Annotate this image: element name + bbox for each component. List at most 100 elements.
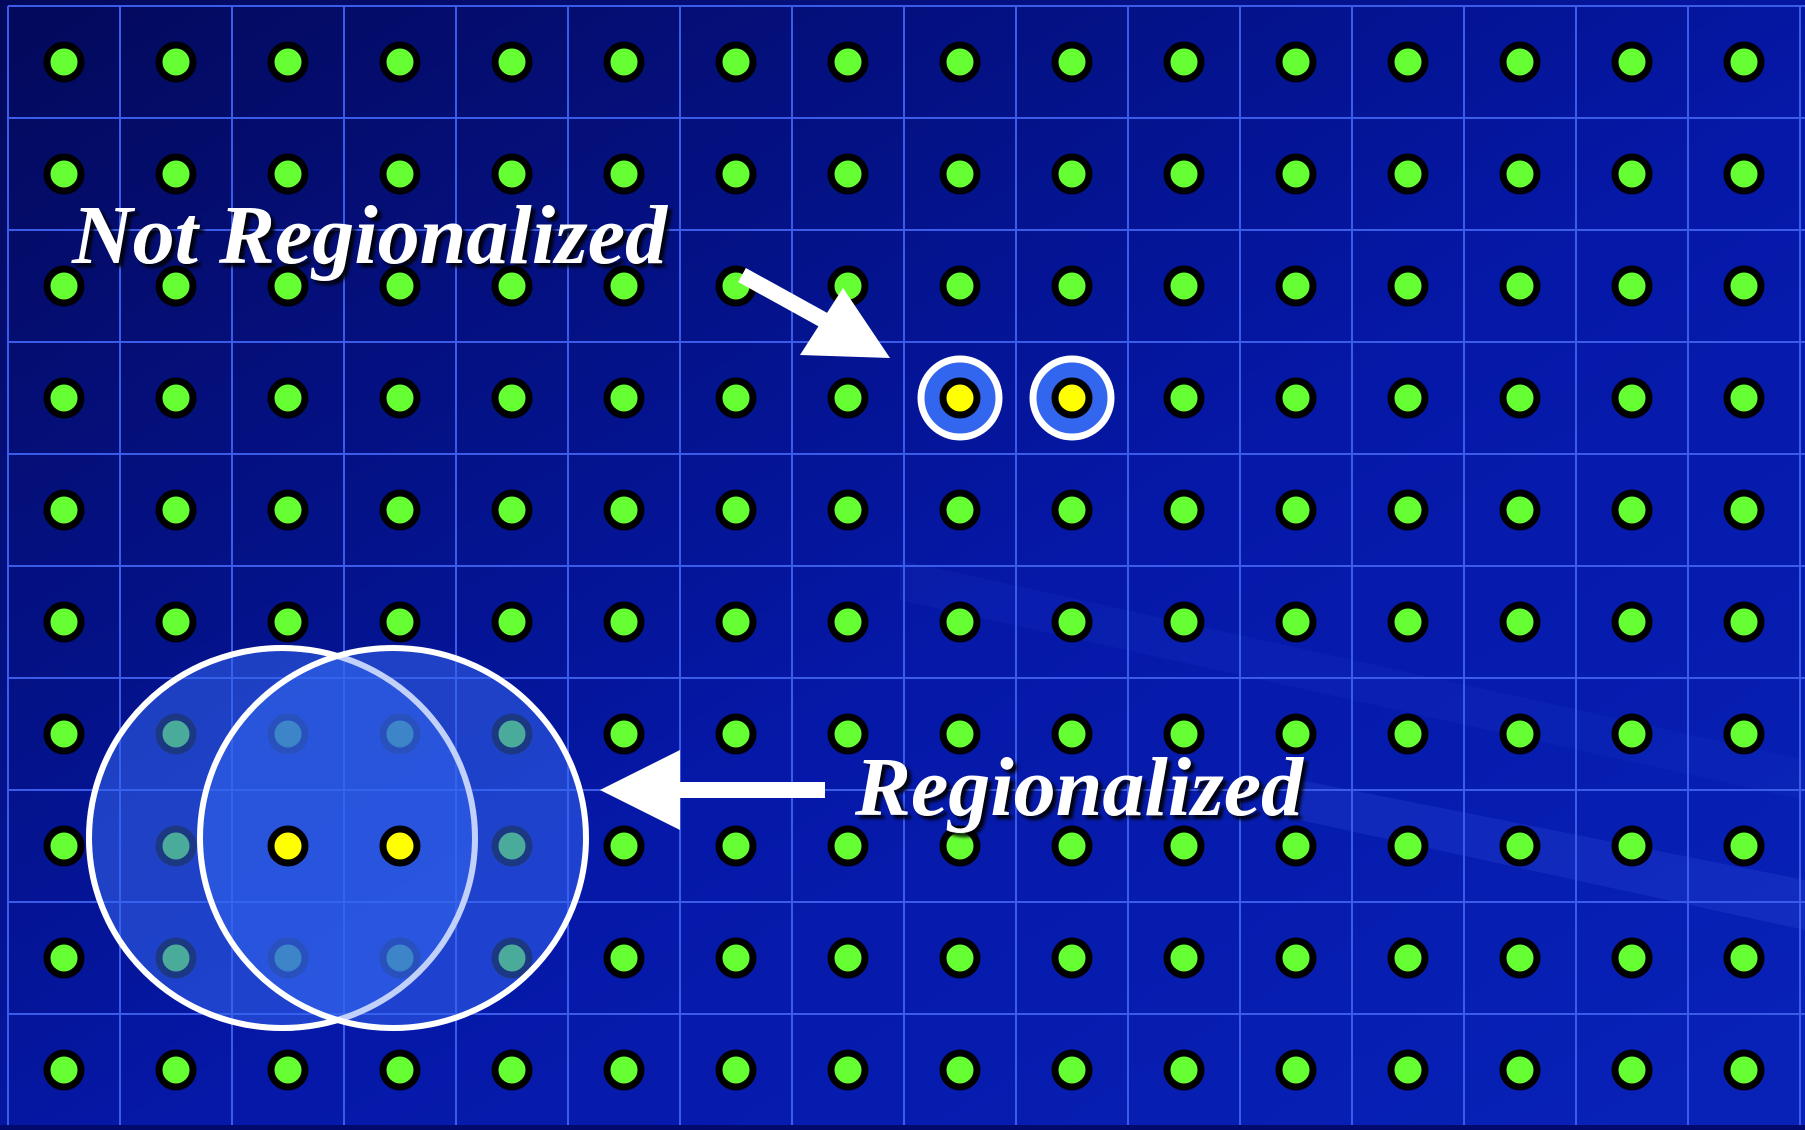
station-dot [43, 601, 85, 643]
station-dot [827, 825, 869, 867]
station-dot [1275, 1049, 1317, 1091]
station-dot [155, 265, 197, 307]
station-dot [155, 489, 197, 531]
station-dot [1051, 265, 1093, 307]
station-dot [1387, 825, 1429, 867]
station-dot [603, 825, 645, 867]
station-dot [1387, 601, 1429, 643]
station-dot [939, 153, 981, 195]
station-dot [603, 377, 645, 419]
station-dot [1387, 265, 1429, 307]
station-dot [1611, 377, 1653, 419]
station-dot [603, 41, 645, 83]
station-dot [155, 377, 197, 419]
station-dot [715, 41, 757, 83]
station-dot [827, 153, 869, 195]
station-dot [827, 1049, 869, 1091]
station-dot [827, 713, 869, 755]
station-dot [715, 489, 757, 531]
station-dot [1499, 825, 1541, 867]
station-dot [1275, 41, 1317, 83]
station-dot [1611, 713, 1653, 755]
station-dot [1611, 1049, 1653, 1091]
station-dot [1051, 825, 1093, 867]
station-dot [939, 1049, 981, 1091]
station-dot [1499, 41, 1541, 83]
station-dot [715, 377, 757, 419]
station-dot [603, 713, 645, 755]
station-dot [603, 601, 645, 643]
station-dot [603, 937, 645, 979]
station-dot [379, 1049, 421, 1091]
label-regionalized: Regionalized [854, 741, 1305, 834]
station-dot [1611, 489, 1653, 531]
station-dot [1499, 377, 1541, 419]
regionalized-group [86, 645, 589, 1031]
station-dot [43, 377, 85, 419]
station-dot [827, 937, 869, 979]
station-dot [1163, 825, 1205, 867]
station-dot [715, 1049, 757, 1091]
station-dot [939, 489, 981, 531]
background-streak [1300, 780, 1805, 930]
station-dot [267, 1049, 309, 1091]
station-dot [827, 601, 869, 643]
station-dot [1387, 41, 1429, 83]
station-dot [1051, 937, 1093, 979]
station-dot [379, 489, 421, 531]
label-not-regionalized: Not Regionalized [71, 189, 669, 282]
station-dot [1723, 937, 1765, 979]
station-dot [715, 937, 757, 979]
station-dot [1499, 713, 1541, 755]
station-dot [603, 489, 645, 531]
station-dot [491, 153, 533, 195]
station-dot [1275, 825, 1317, 867]
station-dot [1723, 377, 1765, 419]
station-dot [43, 265, 85, 307]
station-dot [155, 153, 197, 195]
station-dot [1723, 825, 1765, 867]
station-dot [491, 1049, 533, 1091]
station-dot [1275, 601, 1317, 643]
station-dot [379, 41, 421, 83]
station-dot [1163, 489, 1205, 531]
station-dot [1387, 713, 1429, 755]
station-dot [1611, 265, 1653, 307]
regionalized-highlight-dots [267, 825, 421, 867]
station-dot [267, 153, 309, 195]
station-dot [1723, 153, 1765, 195]
station-dot [1051, 713, 1093, 755]
station-dot [715, 825, 757, 867]
station-dot [43, 713, 85, 755]
station-dot [1275, 153, 1317, 195]
station-dot [1163, 937, 1205, 979]
station-dot [1387, 153, 1429, 195]
station-dot [267, 265, 309, 307]
station-dot [155, 601, 197, 643]
station-dot [603, 153, 645, 195]
station-dot [1275, 265, 1317, 307]
station-dot [379, 601, 421, 643]
station-dot [1723, 713, 1765, 755]
station-dot [1387, 489, 1429, 531]
station-dot [1499, 1049, 1541, 1091]
station-dot [43, 489, 85, 531]
station-dot [827, 489, 869, 531]
station-dot [1387, 937, 1429, 979]
station-dot [939, 825, 981, 867]
station-dot [1723, 601, 1765, 643]
station-dot [1723, 1049, 1765, 1091]
station-dot [379, 265, 421, 307]
station-dot [267, 377, 309, 419]
station-dot [267, 41, 309, 83]
station-dot [43, 937, 85, 979]
station-dot [491, 265, 533, 307]
station-dot [1611, 825, 1653, 867]
station-dot [1275, 713, 1317, 755]
station-dot [155, 1049, 197, 1091]
station-dot [1723, 489, 1765, 531]
station-dot [1611, 41, 1653, 83]
not-regionalized-highlight-rings [917, 355, 1115, 441]
station-dot [1499, 489, 1541, 531]
